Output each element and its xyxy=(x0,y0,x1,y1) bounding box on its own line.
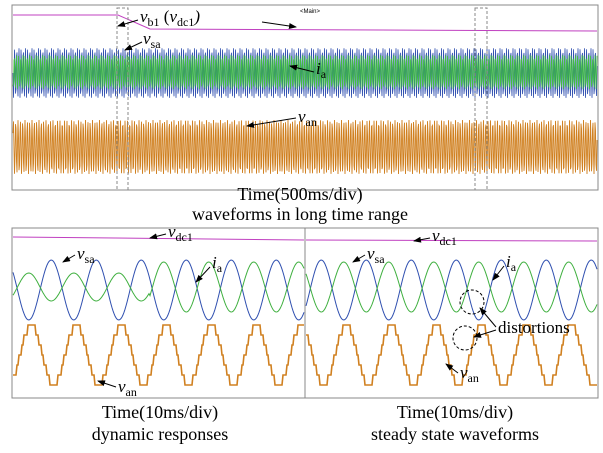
caption: Time(10ms/div) xyxy=(102,402,218,423)
caption: Time(500ms/div) xyxy=(237,184,362,205)
subscript: dc1 xyxy=(176,230,193,244)
subscript: an xyxy=(468,371,479,385)
caption: steady state waveforms xyxy=(371,424,539,444)
label-text: ( xyxy=(160,7,170,26)
scope-marker: <Main> xyxy=(300,9,321,15)
subscript: sa xyxy=(85,252,96,266)
subscript: a xyxy=(217,261,223,275)
subscript: a xyxy=(511,260,517,274)
subscript: an xyxy=(126,385,137,399)
caption: waveforms in long time range xyxy=(192,204,408,224)
subscript: a xyxy=(321,67,327,81)
label-text: distortions xyxy=(498,318,570,337)
subscript: sa xyxy=(151,37,162,51)
subscript: sa xyxy=(375,252,386,266)
subscript: an xyxy=(306,115,317,129)
subscript: dc1 xyxy=(440,234,457,248)
waveform-label: distortions xyxy=(498,318,570,337)
caption: Time(10ms/div) xyxy=(397,402,513,423)
label-text: ) xyxy=(193,7,200,26)
subscript: b1 xyxy=(148,15,160,29)
figure: <Main> vb1 (vdc1)vsaiavanTime(500ms/div)… xyxy=(0,0,603,453)
waveform-label: vdc1 xyxy=(168,222,193,244)
subscript: dc1 xyxy=(177,15,194,29)
caption: dynamic responses xyxy=(92,424,228,444)
